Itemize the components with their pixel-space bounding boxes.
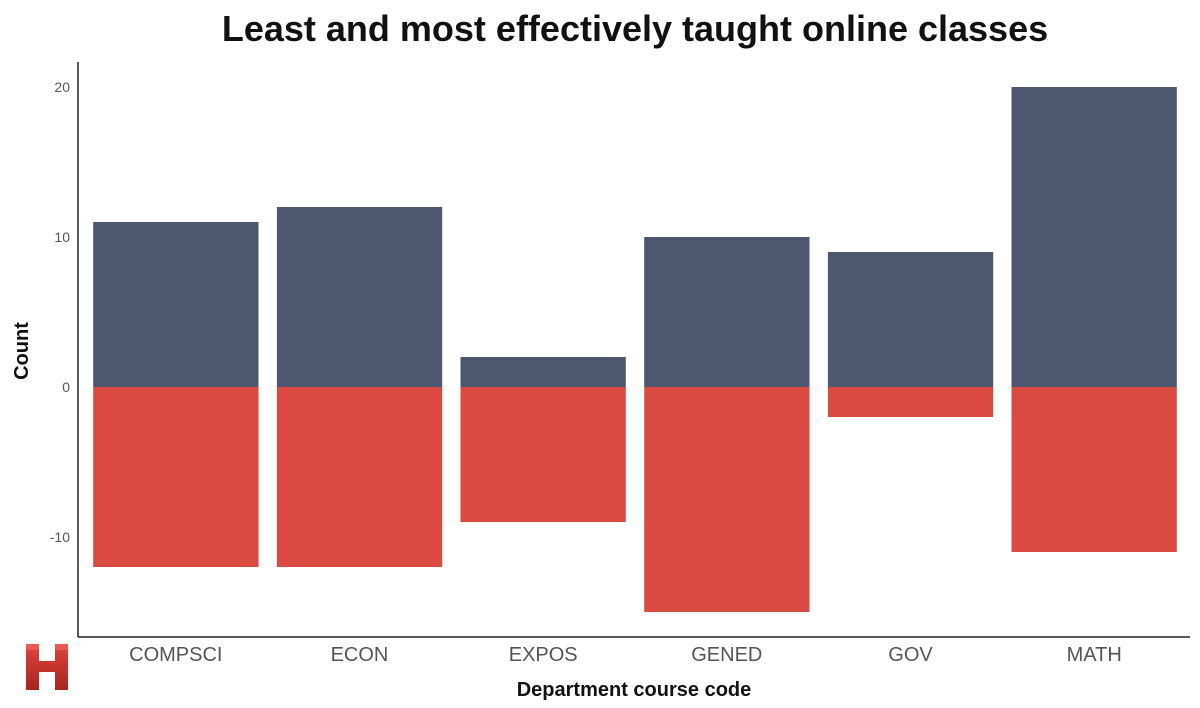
- bar-gov-positive: [827, 252, 994, 387]
- x-tick-labels: COMPSCI ECON EXPOS GENED GOV MATH: [129, 644, 1122, 666]
- bar-gened-positive: [644, 237, 810, 387]
- bar-compsci-negative: [93, 387, 259, 567]
- bar-expos-positive: [460, 357, 626, 387]
- harvard-h-logo: [26, 644, 68, 690]
- x-tick-label-gov: GOV: [888, 644, 933, 666]
- y-tick-label: 0: [62, 379, 70, 395]
- bars-group: [93, 87, 1177, 612]
- y-tick-label: 20: [54, 79, 70, 95]
- y-tick-label: -10: [50, 529, 70, 545]
- y-tick-labels: 20 10 0 -10: [50, 79, 70, 545]
- bar-math-negative: [1011, 387, 1177, 552]
- bar-compsci-positive: [93, 222, 259, 387]
- bar-math-positive: [1011, 87, 1177, 387]
- bar-econ-positive: [276, 207, 443, 387]
- y-axis-title: Count: [11, 322, 33, 380]
- chart-title: Least and most effectively taught online…: [221, 8, 1049, 49]
- bar-gov-negative: [827, 387, 994, 417]
- x-axis-title: Department course code: [517, 679, 752, 701]
- x-tick-label-expos: EXPOS: [509, 644, 578, 666]
- bar-econ-negative: [276, 387, 443, 567]
- y-tick-label: 10: [54, 229, 70, 245]
- x-tick-label-econ: ECON: [331, 644, 389, 666]
- x-tick-label-math: MATH: [1067, 644, 1122, 666]
- x-tick-label-compsci: COMPSCI: [129, 644, 222, 666]
- x-tick-label-gened: GENED: [691, 644, 762, 666]
- bar-expos-negative: [460, 387, 626, 522]
- bar-gened-negative: [644, 387, 810, 612]
